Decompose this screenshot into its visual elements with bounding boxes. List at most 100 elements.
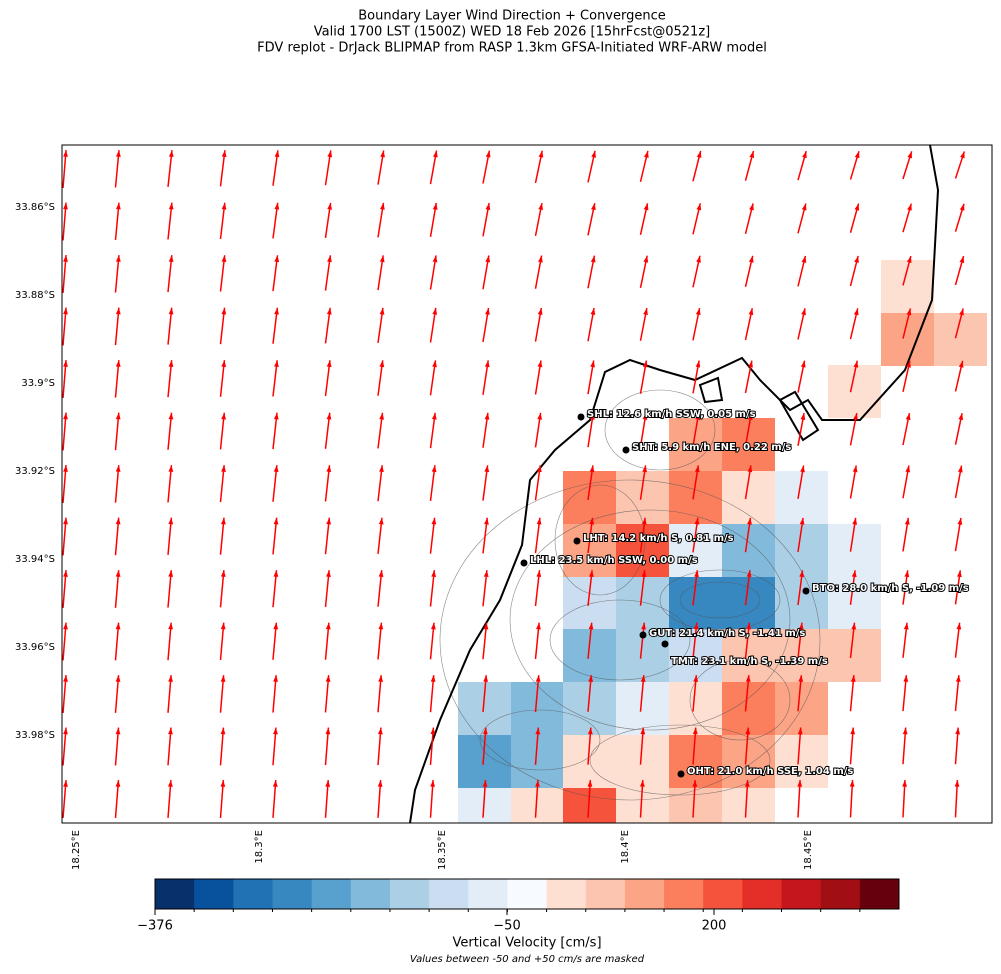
convergence-cell [563,577,616,630]
wind-arrow-head [800,360,806,368]
colorbar-tick-label: −376 [137,919,173,934]
convergence-cell [775,577,828,630]
wind-arrow-head [905,465,911,473]
wind-arrow-head [959,203,965,211]
wind-arrow-head [850,675,856,682]
wind-arrow-head [801,255,807,263]
terrain-contours [439,389,821,801]
wind-arrow-head [483,675,489,682]
wind-arrow-head [380,202,385,210]
wind-arrow-head [536,570,542,578]
station-dot [622,446,630,454]
wind-arrow-head [220,622,226,630]
wind-arrow-head [379,360,385,368]
wind-arrow-head [115,202,121,210]
wind-arrow-head [484,360,490,368]
wind-arrow-head [957,465,963,473]
convergence-cell [828,524,881,577]
wind-arrow-head [433,150,438,158]
wind-arrow-head [168,780,173,787]
coastline [409,144,940,824]
wind-arrow-head [854,255,859,263]
wind-arrow-head [63,780,68,787]
wind-arrow-head [955,675,961,682]
wind-arrow-head [273,675,278,682]
wind-arrow-head [535,727,541,735]
wind-arrow-head [959,308,964,316]
wind-arrow-head [327,202,333,210]
wind-arrow-head [958,413,964,421]
colorbar-block [585,879,626,909]
station-dot [577,413,585,421]
station-label: LHL: 23.5 km/h SSW, 0.00 m/s [530,555,698,566]
wind-arrow-head [591,203,596,211]
station-dot [661,640,669,648]
wind-arrow-head [854,151,860,159]
wind-arrow-head [430,622,436,630]
wind-arrow-head [749,151,755,159]
wind-arrow-head [695,360,701,368]
wind-arrow-head [274,150,280,158]
title-line: Valid 1700 LST (1500Z) WED 18 Feb 2026 [… [314,25,710,40]
wind-arrow-head [538,203,544,211]
wind-arrow-head [273,727,278,735]
colorbar-note: Values between -50 and +50 cm/s are mask… [410,954,645,965]
colorbar-block [703,879,743,909]
colorbar-block [546,879,587,909]
wind-arrow-head [485,255,491,263]
wind-arrow-head [849,780,855,787]
wind-arrow-head [63,570,68,577]
colorbar-block [820,879,861,909]
lat-tick-label: 33.96°S [15,642,55,653]
wind-arrow-head [220,780,226,787]
wind-arrow-head [326,570,331,577]
station-dot [802,587,810,595]
wind-arrow-head [799,570,805,578]
wind-arrow-head [379,412,385,420]
wind-arrow-head [588,570,594,578]
wind-arrow-head [639,780,645,787]
convergence-cell [722,629,775,682]
lat-tick-label: 33.94°S [15,554,55,565]
convergence-cell [563,524,616,577]
wind-arrow-head [115,360,121,367]
wind-arrow-head [643,308,648,316]
wind-arrow-head [590,255,596,263]
wind-arrow-head [326,465,332,473]
wind-arrow-head [63,150,68,157]
wind-arrow-head [484,412,490,420]
wind-arrow-head [642,465,648,473]
wind-arrow-head [802,151,807,159]
colorbar-block [429,879,469,909]
wind-arrow-head [168,465,174,472]
wind-arrow-head [696,255,701,263]
wind-arrow-head [801,308,806,316]
wind-arrow-head [168,622,174,630]
wind-arrow-head [273,622,279,630]
wind-arrow-head [538,150,544,158]
wind-arrow-head [63,202,68,210]
convergence-cell [775,735,828,788]
wind-arrow-head [115,570,121,577]
lon-tick-label: 18.35°E [437,830,448,870]
wind-arrow-head [327,255,332,263]
wind-arrow-head [798,675,804,682]
wind-arrow-head [590,308,596,315]
wind-arrow-head [749,203,754,211]
convergence-cell [669,735,722,788]
wind-arrow-head [379,255,385,263]
wind-arrow-head [63,255,68,262]
wind-arrow-head [747,465,753,473]
wind-arrow-head [221,465,226,472]
wind-arrow-head [274,255,280,263]
wind-arrow-head [378,675,384,682]
wind-arrow-head [274,307,279,315]
wind-arrow-head [431,412,437,420]
lat-tick-label: 33.88°S [15,290,55,301]
station-label: GUT: 21.4 km/h S, -1.41 m/s [649,628,805,639]
wind-arrow-head [115,465,121,472]
wind-arrow-head [640,727,646,735]
wind-arrow-head [377,727,383,735]
colorbar-label: Vertical Velocity [cm/s] [452,936,601,951]
wind-arrow-head [325,727,331,735]
